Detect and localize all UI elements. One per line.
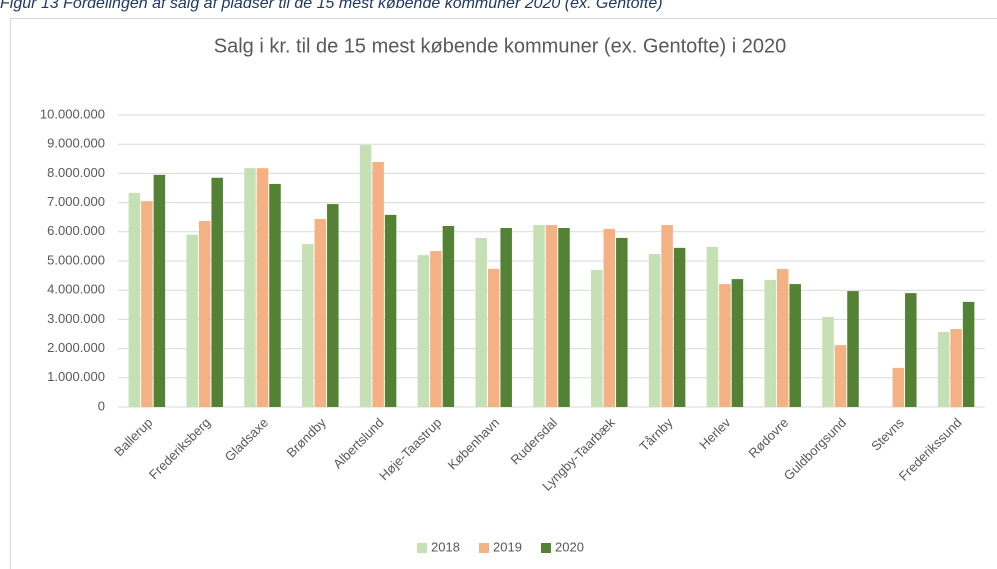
chart-title: Salg i kr. til de 15 mest købende kommun… [214,35,787,57]
y-tick-label: 1.000.000 [47,369,105,384]
y-tick-label: 0 [98,398,105,413]
y-tick-label: 4.000.000 [47,282,105,297]
bar [186,234,198,407]
y-tick-label: 6.000.000 [47,223,105,238]
bar [327,204,339,407]
y-tick-label: 2.000.000 [47,340,105,355]
bar [302,244,314,407]
bar [764,279,776,407]
bar [731,279,744,407]
y-tick-label: 10.000.000 [40,106,105,121]
legend-label: 2020 [555,539,584,554]
bar [648,253,661,407]
bar [256,168,269,407]
bar [706,246,719,407]
bar [269,183,281,407]
bar [211,177,223,407]
bar [153,174,166,407]
bar [359,145,372,408]
bar [128,192,141,407]
legend-label: 2019 [493,539,522,554]
bar [673,247,686,407]
bar [244,168,256,407]
bar [834,345,847,407]
bar [905,293,917,407]
bar [558,228,570,407]
bar [533,225,545,407]
y-tick-label: 8.000.000 [47,165,105,180]
y-tick-label: 7.000.000 [47,194,105,209]
bar [314,218,327,407]
y-tick-label: 3.000.000 [47,311,105,326]
bar [603,228,616,407]
legend-swatch [541,543,551,553]
bar [475,237,487,407]
bar [442,225,455,407]
bar [776,268,789,407]
bar [545,225,558,407]
bar [430,251,442,407]
y-tick-label: 9.000.000 [47,136,105,151]
bar [141,201,153,407]
bar [950,329,962,407]
bar [591,270,603,407]
bar [847,291,859,407]
bar [962,301,975,407]
bar [500,228,512,407]
bar [417,255,430,407]
legend-swatch [479,543,489,553]
bar [822,317,834,407]
bar [372,162,384,407]
bar [661,225,673,407]
bar [892,367,905,407]
bar [719,284,731,407]
bar [487,268,500,407]
y-tick-label: 5.000.000 [47,252,105,267]
bar [789,284,801,407]
bar [937,331,950,407]
legend-swatch [417,543,427,553]
bar [198,220,211,407]
bar [616,237,628,407]
bar [384,214,397,407]
legend-label: 2018 [431,539,460,554]
figure-caption: Figur 13 Fordelingen af salg af pladser … [0,0,663,12]
